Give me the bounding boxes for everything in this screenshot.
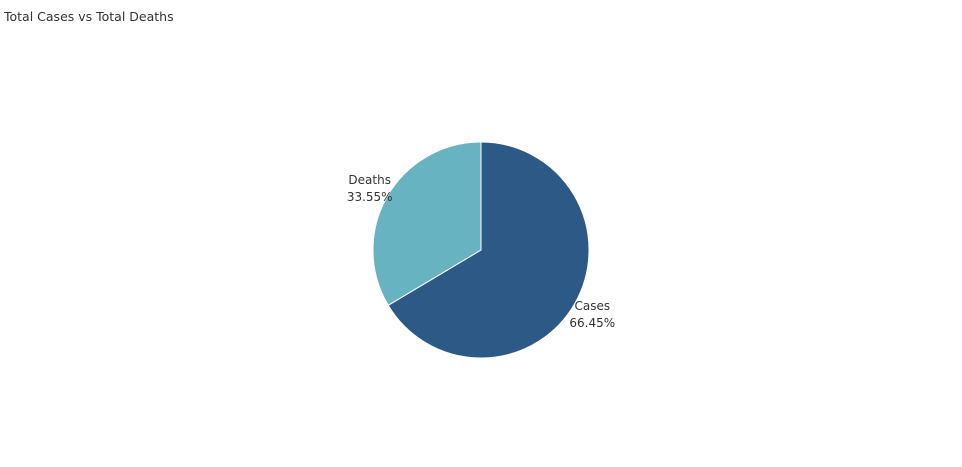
pie-slice-deaths[interactable] — [372, 141, 482, 306]
slice-label-cases: Cases — [574, 299, 610, 313]
chart-title: Total Cases vs Total Deaths — [4, 9, 174, 24]
pie-slices — [372, 141, 590, 359]
slice-percent-cases: 66.45% — [569, 316, 615, 330]
pie-slice-cases[interactable] — [387, 141, 590, 359]
slice-percent-deaths: 33.55% — [347, 190, 393, 204]
pie-labels: Cases 66.45% Deaths 33.55% — [347, 173, 615, 330]
slice-label-deaths: Deaths — [348, 173, 391, 187]
